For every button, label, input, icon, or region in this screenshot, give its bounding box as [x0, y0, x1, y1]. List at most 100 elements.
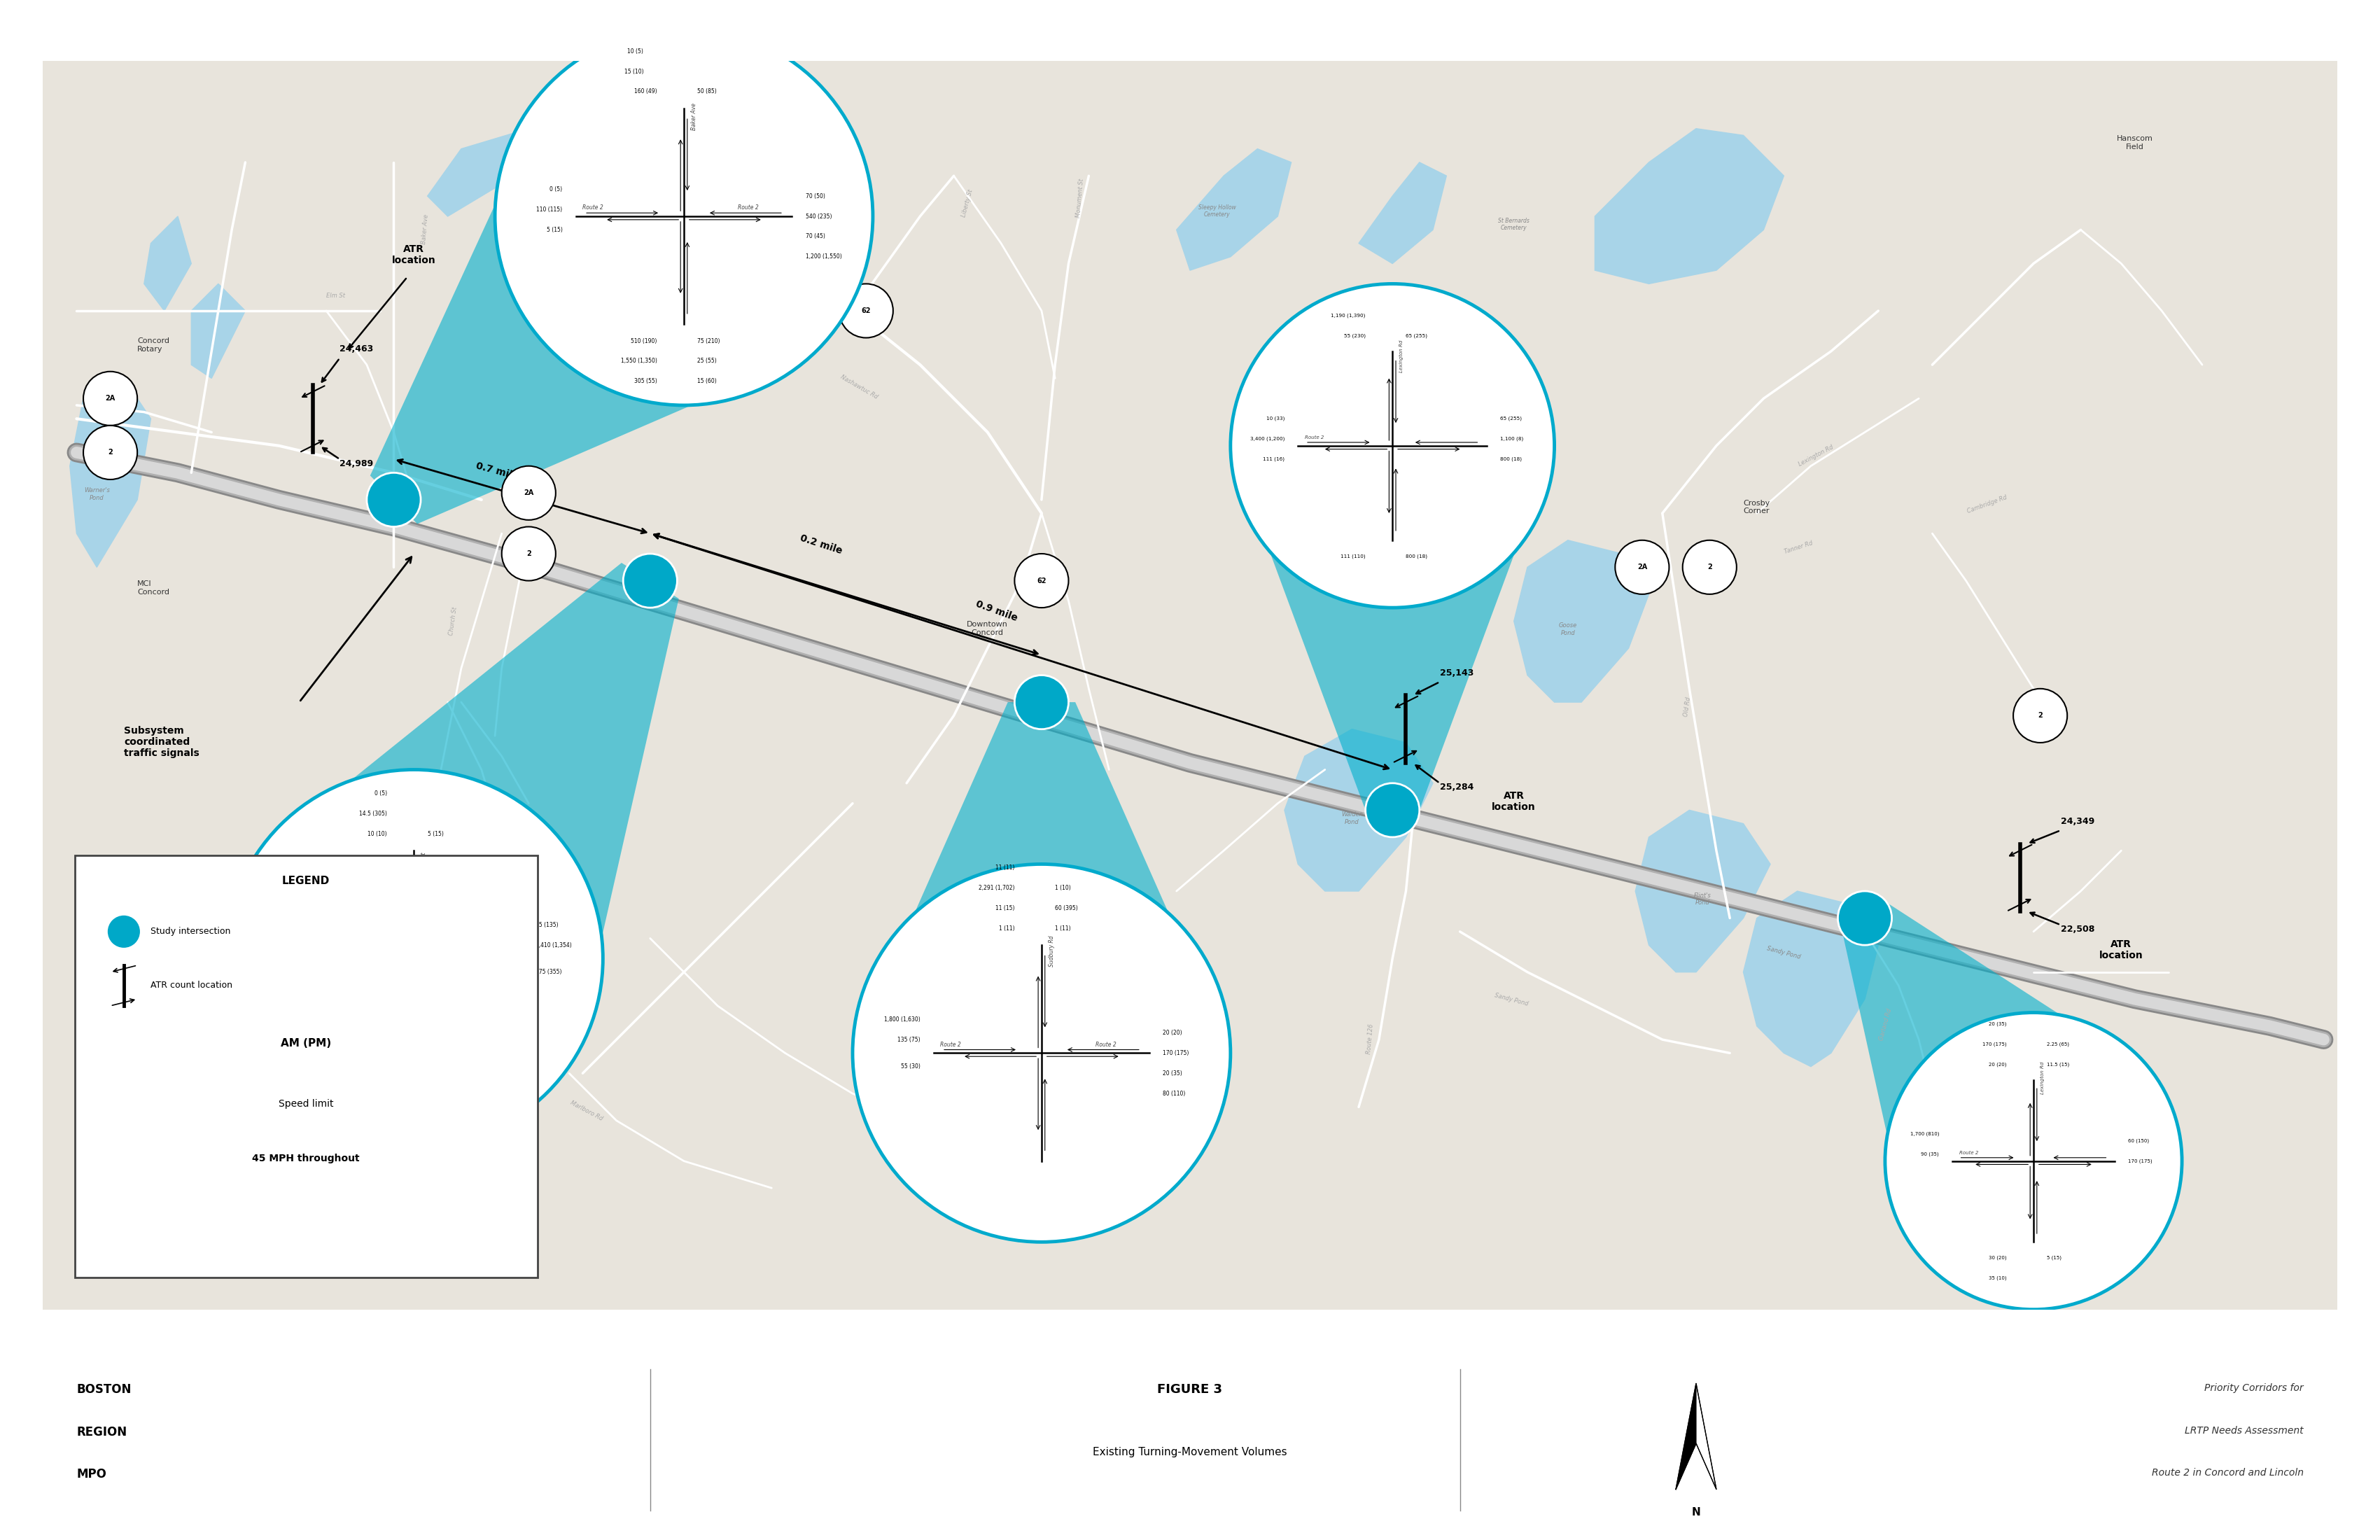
Text: 135 (75): 135 (75) — [897, 1036, 921, 1043]
Circle shape — [1885, 1013, 2182, 1309]
FancyBboxPatch shape — [74, 855, 538, 1278]
Text: 75 (210): 75 (210) — [697, 337, 721, 343]
Text: MCI
Concord: MCI Concord — [138, 581, 169, 596]
Circle shape — [2013, 688, 2068, 742]
Text: 1,800 (1,630): 1,800 (1,630) — [883, 1016, 921, 1023]
Text: Elm St: Elm St — [326, 293, 345, 299]
Polygon shape — [428, 129, 569, 216]
Text: 305 (55): 305 (55) — [633, 379, 657, 385]
Text: 11.5 (15): 11.5 (15) — [2047, 1063, 2071, 1067]
Text: 275 (355): 275 (355) — [536, 969, 562, 975]
Text: 1 (11): 1 (11) — [1054, 926, 1071, 932]
Circle shape — [226, 770, 602, 1147]
Text: 24,989: 24,989 — [340, 459, 374, 468]
Text: 20 (20): 20 (20) — [1990, 1063, 2006, 1067]
Text: 2: 2 — [1706, 564, 1711, 571]
Text: 2A: 2A — [105, 394, 114, 402]
Text: 170 (175): 170 (175) — [1164, 1050, 1190, 1056]
Text: 1,230 (1,570): 1,230 (1,570) — [428, 1080, 464, 1086]
Text: 0 (5): 0 (5) — [374, 790, 388, 796]
Text: Sudbury Rd: Sudbury Rd — [1047, 936, 1054, 967]
Text: Route 126: Route 126 — [1366, 1024, 1373, 1055]
Text: 10 (5): 10 (5) — [628, 48, 643, 54]
Text: 62: 62 — [1038, 578, 1047, 584]
Circle shape — [1014, 554, 1069, 608]
Text: 25,284: 25,284 — [1440, 782, 1473, 792]
Text: 510 (190): 510 (190) — [631, 337, 657, 343]
Circle shape — [852, 864, 1230, 1241]
Text: 80 (110): 80 (110) — [1164, 1090, 1185, 1096]
Text: 2A: 2A — [524, 490, 533, 496]
Text: 800 (18): 800 (18) — [1407, 554, 1428, 559]
Text: 20 (35): 20 (35) — [1164, 1070, 1183, 1076]
Text: AM (PM): AM (PM) — [281, 1038, 331, 1049]
Text: ATR count location: ATR count location — [150, 981, 233, 990]
Text: 5 (5): 5 (5) — [374, 1080, 388, 1086]
Text: 11 (11): 11 (11) — [995, 864, 1014, 870]
Text: Concord
Rotary: Concord Rotary — [138, 337, 169, 353]
Text: Route 2: Route 2 — [738, 205, 759, 211]
Text: Hanscom
Field: Hanscom Field — [2116, 136, 2154, 151]
Text: Walden
Pond: Walden Pond — [1340, 812, 1364, 825]
Text: 1,490 (35): 1,490 (35) — [264, 969, 293, 975]
Text: MPO: MPO — [76, 1468, 107, 1481]
Text: White
Pond: White Pond — [195, 1109, 214, 1123]
Text: Keyes Rd: Keyes Rd — [988, 878, 997, 906]
Text: 60 (395): 60 (395) — [1054, 906, 1078, 912]
Circle shape — [1616, 541, 1668, 594]
Text: BOSTON: BOSTON — [76, 1383, 131, 1397]
Text: Route 2: Route 2 — [940, 1041, 962, 1047]
Text: 5 (15): 5 (15) — [2047, 1255, 2061, 1260]
Text: 15 (15): 15 (15) — [274, 942, 293, 949]
Text: Route 2: Route 2 — [1095, 1041, 1116, 1047]
Polygon shape — [1742, 892, 1878, 1067]
Text: 10 (33): 10 (33) — [1266, 416, 1285, 420]
Circle shape — [1683, 541, 1737, 594]
Text: 1,200 (1,550): 1,200 (1,550) — [804, 254, 843, 260]
Polygon shape — [1595, 129, 1785, 283]
FancyBboxPatch shape — [36, 1348, 2344, 1532]
Text: Downtown
Concord: Downtown Concord — [966, 621, 1009, 636]
Circle shape — [1230, 283, 1554, 608]
Text: 3,400 (1,200): 3,400 (1,200) — [1250, 437, 1285, 442]
Circle shape — [840, 283, 892, 337]
Text: Main St: Main St — [421, 852, 426, 872]
Text: Route 2 in Concord and Lincoln: Route 2 in Concord and Lincoln — [2152, 1468, 2304, 1478]
Circle shape — [1014, 675, 1069, 728]
Text: 24,463: 24,463 — [340, 345, 374, 353]
Text: 14.5 (305): 14.5 (305) — [359, 810, 388, 816]
Text: 1 (10): 1 (10) — [1054, 886, 1071, 892]
Text: 0.2 mile: 0.2 mile — [800, 533, 843, 556]
Text: 160 (49): 160 (49) — [633, 88, 657, 95]
Text: 35 (10): 35 (10) — [1990, 1275, 2006, 1280]
Text: Lexington Rd: Lexington Rd — [1399, 340, 1404, 373]
Text: 30 (20): 30 (20) — [1990, 1255, 2006, 1260]
Polygon shape — [1635, 810, 1771, 972]
Text: Crosby
Corner: Crosby Corner — [1742, 499, 1771, 514]
Polygon shape — [371, 82, 816, 524]
Text: Goose
Pond: Goose Pond — [1559, 622, 1578, 636]
Text: Sandy Pond: Sandy Pond — [1766, 946, 1802, 959]
Polygon shape — [1230, 445, 1554, 810]
Text: 1,550 (1,350): 1,550 (1,350) — [621, 357, 657, 365]
Polygon shape — [69, 379, 150, 567]
Text: Old Rd: Old Rd — [1683, 696, 1692, 718]
Text: 15 (60): 15 (60) — [697, 379, 716, 385]
Text: Speed limit: Speed limit — [278, 1100, 333, 1109]
Text: 1,100 (8): 1,100 (8) — [1499, 437, 1523, 442]
Text: 0.9 mile: 0.9 mile — [973, 599, 1019, 624]
Text: 62: 62 — [862, 308, 871, 314]
Text: 20 (20): 20 (20) — [1164, 1030, 1183, 1036]
Text: 170 (175): 170 (175) — [1983, 1041, 2006, 1046]
Text: 45 MPH throughout: 45 MPH throughout — [252, 1153, 359, 1163]
Text: 90 (35): 90 (35) — [1921, 1152, 1940, 1157]
Text: Church St: Church St — [447, 607, 457, 636]
Polygon shape — [190, 283, 245, 379]
Text: 1,600 (1,375): 1,600 (1,375) — [257, 922, 293, 929]
Text: Route 2: Route 2 — [1304, 436, 1323, 440]
Text: Nashawtuc Rd: Nashawtuc Rd — [840, 374, 878, 400]
Text: Monument St: Monument St — [1076, 179, 1085, 217]
Text: LEGEND: LEGEND — [283, 876, 331, 887]
Text: Route 2: Route 2 — [469, 947, 488, 953]
Text: 2: 2 — [526, 550, 531, 557]
